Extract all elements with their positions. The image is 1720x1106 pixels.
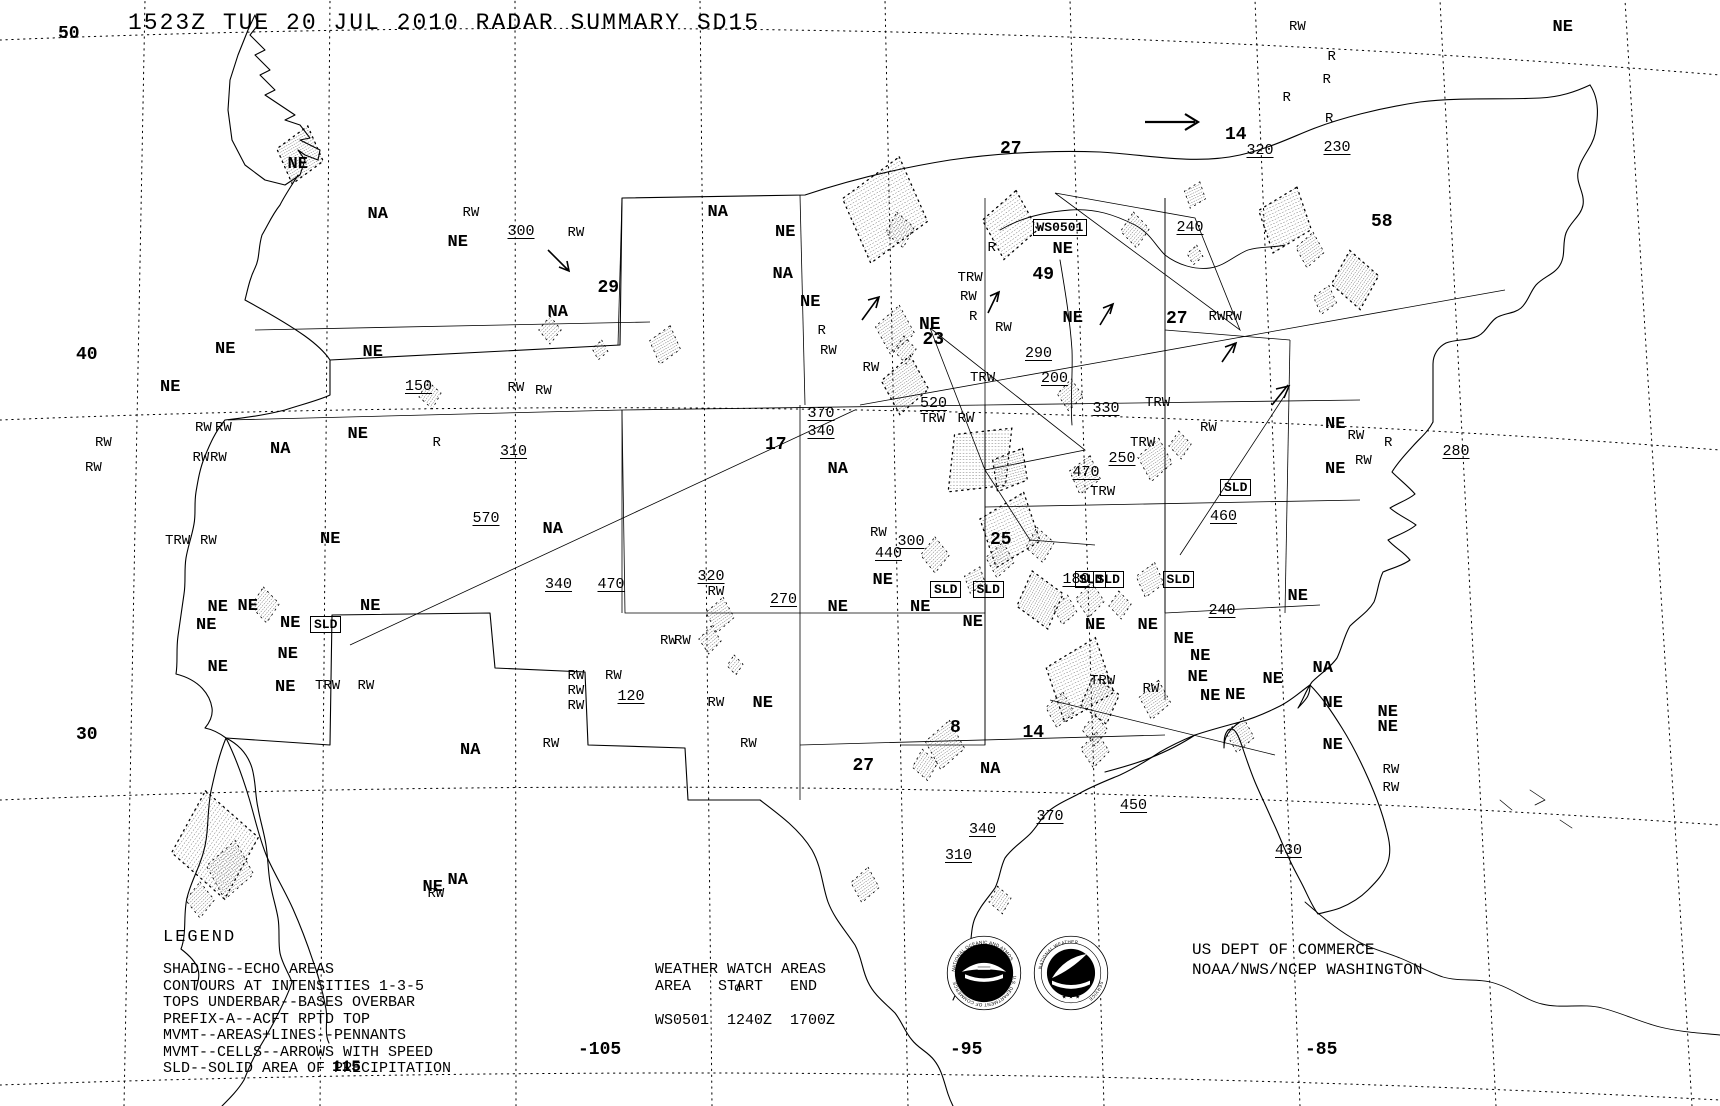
svg-text:★ ★ ★: ★ ★ ★ bbox=[1062, 993, 1080, 1000]
